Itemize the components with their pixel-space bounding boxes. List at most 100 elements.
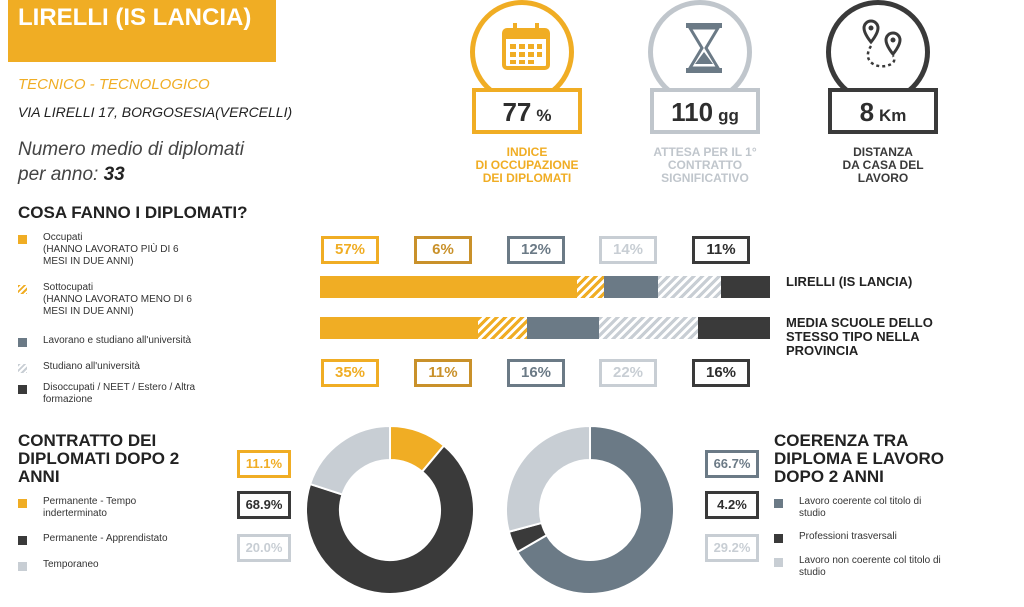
school-name: LIRELLI (IS LANCIA) bbox=[8, 0, 276, 62]
legend-swatch bbox=[18, 338, 27, 347]
section-title-outcomes: COSA FANNO I DIPLOMATI? bbox=[18, 203, 248, 222]
hourglass-icon bbox=[686, 23, 722, 73]
kpi-label-line: DISTANZA bbox=[853, 145, 913, 159]
legend-label: Permanente - Tempo inderterminato bbox=[43, 496, 137, 519]
school-address: VIA LIRELLI 17, BORGOSESIA(VERCELLI) bbox=[18, 104, 293, 120]
value-label: 57% bbox=[321, 236, 379, 264]
kpi-value-box: 8 Km bbox=[828, 88, 938, 134]
graduates-label: Numero medio di diplomati bbox=[18, 139, 244, 160]
bar-segment bbox=[576, 276, 604, 298]
donut-slice bbox=[305, 444, 475, 595]
legend-label: Lavoro coerente col titolo di studio bbox=[799, 496, 922, 519]
legend-label: Lavorano e studiano all'università bbox=[43, 335, 192, 346]
value-label: 22% bbox=[599, 359, 657, 387]
bar-segment bbox=[599, 317, 698, 339]
legend-label: Temporaneo bbox=[43, 559, 99, 570]
bar-segment bbox=[477, 317, 527, 339]
kpi-label-line: SIGNIFICATIVO bbox=[661, 171, 749, 185]
legend-label: Sottocupati (HANNO LAVORATO MENO DI 6 ME… bbox=[43, 282, 192, 317]
kpi-label-line: INDICE bbox=[506, 145, 548, 159]
kpi-label: DISTANZA DA CASA DEL LAVORO bbox=[814, 146, 952, 185]
value-label: 12% bbox=[507, 236, 565, 264]
kpi-label-line: LAVORO bbox=[857, 171, 909, 185]
school-type: TECNICO - TECNOLOGICO bbox=[18, 76, 210, 93]
kpi-label: ATTESA PER IL 1° CONTRATTO SIGNIFICATIVO bbox=[636, 146, 774, 185]
bar-label-school: LIRELLI (IS LANCIA) bbox=[786, 274, 913, 289]
legend-label: Permanente - Apprendistato bbox=[43, 533, 168, 544]
legend-swatch bbox=[774, 534, 783, 543]
legend-swatch bbox=[18, 285, 27, 294]
value-label: 6% bbox=[414, 236, 472, 264]
kpi-value-box: 77 % bbox=[472, 88, 582, 134]
legend-item-temporaneo: Temporaneo bbox=[18, 559, 99, 571]
donut-slice bbox=[505, 424, 591, 533]
donut-value-label: 11.1% bbox=[237, 450, 291, 478]
donut-value-label: 68.9% bbox=[237, 491, 291, 519]
bar-segment bbox=[720, 276, 770, 298]
kpi-unit: % bbox=[536, 106, 552, 125]
kpi-value-box: 110 gg bbox=[650, 88, 760, 134]
contract-donut-chart bbox=[305, 424, 475, 595]
legend-item-non-coerente: Lavoro non coerente col titolo di studio bbox=[774, 555, 941, 579]
legend-item-occupati: Occupati (HANNO LAVORATO PIÙ DI 6 MESI I… bbox=[18, 232, 179, 268]
legend-swatch bbox=[18, 385, 27, 394]
graduates-value: 33 bbox=[103, 164, 125, 185]
coherence-donut-chart bbox=[505, 424, 675, 595]
kpi-label-line: DEI DIPLOMATI bbox=[482, 171, 572, 185]
legend-item-apprendistato: Permanente - Apprendistato bbox=[18, 533, 168, 545]
legend-item-permanente-ti: Permanente - Tempo inderterminato bbox=[18, 496, 136, 520]
calendar-icon bbox=[502, 23, 550, 70]
legend-item-disoccupati: Disoccupati / NEET / Estero / Altra form… bbox=[18, 382, 195, 406]
legend-label: Studiano all'università bbox=[43, 361, 140, 372]
legend-swatch bbox=[18, 364, 27, 373]
legend-swatch bbox=[18, 235, 27, 244]
bar-segment bbox=[657, 276, 721, 298]
value-label: 11% bbox=[414, 359, 472, 387]
bar-segment bbox=[320, 276, 577, 298]
kpi-label-line: DI OCCUPAZIONE bbox=[475, 158, 579, 172]
bar-segment bbox=[698, 317, 770, 339]
kpi-label: INDICE DI OCCUPAZIONE DEI DIPLOMATI bbox=[458, 146, 596, 185]
kpi-unit: Km bbox=[879, 106, 907, 125]
value-label: 11% bbox=[692, 236, 750, 264]
graduates-line: per anno: 33 bbox=[18, 164, 125, 186]
legend-label: Occupati (HANNO LAVORATO PIÙ DI 6 MESI I… bbox=[43, 232, 179, 267]
legend-swatch bbox=[18, 499, 27, 508]
graduates-label-2: per anno: bbox=[18, 164, 99, 185]
legend-swatch bbox=[18, 562, 27, 571]
bar-segment bbox=[603, 276, 658, 298]
legend-item-studiano: Studiano all'università bbox=[18, 361, 140, 373]
section-title-contracts: CONTRATTO DEI DIPLOMATI DOPO 2 ANNI bbox=[18, 431, 180, 486]
value-label: 16% bbox=[507, 359, 565, 387]
donut-slice bbox=[515, 424, 675, 595]
legend-item-sottocupati: Sottocupati (HANNO LAVORATO MENO DI 6 ME… bbox=[18, 282, 192, 318]
route-pins-icon bbox=[862, 19, 902, 68]
section-title-coherence: COERENZA TRA DIPLOMA E LAVORO DOPO 2 ANN… bbox=[774, 431, 944, 486]
value-label: 35% bbox=[321, 359, 379, 387]
value-label: 14% bbox=[599, 236, 657, 264]
kpi-value: 77 bbox=[502, 97, 532, 127]
kpi-unit: gg bbox=[718, 106, 739, 125]
kpi-value: 110 bbox=[671, 97, 714, 127]
bar-label-province: MEDIA SCUOLE DELLO STESSO TIPO NELLA PRO… bbox=[786, 315, 933, 358]
legend-swatch bbox=[774, 499, 783, 508]
donut-value-label: 29.2% bbox=[705, 534, 759, 562]
donut-value-label: 20.0% bbox=[237, 534, 291, 562]
kpi-label-line: ATTESA PER IL 1° bbox=[653, 145, 757, 159]
legend-label: Disoccupati / NEET / Estero / Altra form… bbox=[43, 382, 196, 405]
legend-label: Lavoro non coerente col titolo di studio bbox=[799, 555, 941, 578]
donut-slice bbox=[308, 424, 391, 496]
donut-value-label: 66.7% bbox=[705, 450, 759, 478]
kpi-label-line: DA CASA DEL bbox=[842, 158, 924, 172]
legend-item-trasversali: Professioni trasversali bbox=[774, 531, 897, 543]
kpi-value: 8 bbox=[859, 97, 875, 127]
stacked-bar bbox=[320, 276, 770, 298]
stacked-bar bbox=[320, 317, 770, 339]
donut-value-label: 4.2% bbox=[705, 491, 759, 519]
bar-segment bbox=[527, 317, 599, 339]
bar-segment bbox=[320, 317, 478, 339]
legend-item-lavorano-studiano: Lavorano e studiano all'università bbox=[18, 335, 191, 347]
value-label: 16% bbox=[692, 359, 750, 387]
legend-swatch bbox=[774, 558, 783, 567]
legend-swatch bbox=[18, 536, 27, 545]
